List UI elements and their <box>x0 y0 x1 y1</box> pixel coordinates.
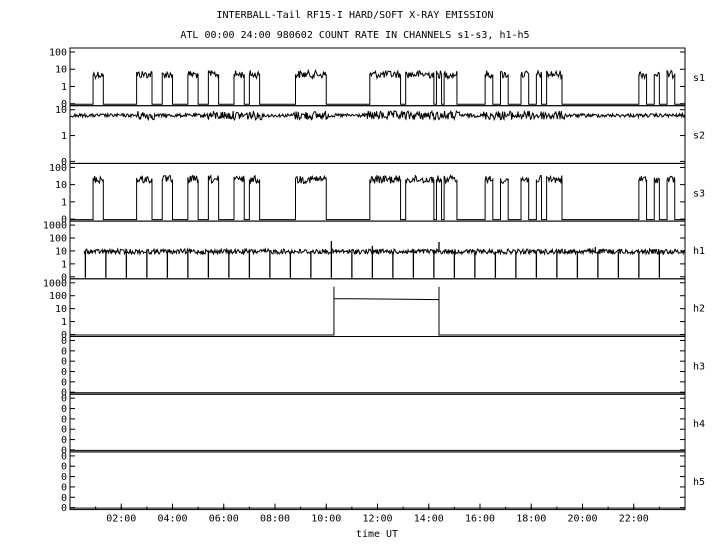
y-tick-label-h5: 0 <box>61 472 67 483</box>
channel-label-h2: h2 <box>693 304 705 315</box>
x-tick-label: 22:00 <box>619 514 649 525</box>
channel-label-h5: h5 <box>693 477 705 488</box>
y-tick-label-s1: 100 <box>49 48 67 59</box>
panel-frame-h3 <box>69 336 686 395</box>
y-tick-label-h2: 1 <box>61 317 67 328</box>
y-tick-label-s2: 1 <box>61 131 67 142</box>
time-axis: 02:00 04:00 06:00 08:00 10:00 12:00 14:00 16:00… <box>95 503 660 525</box>
y-tick-label-h5: 0 <box>61 462 67 473</box>
chart-subtitle: ATL 00:00 24:00 980602 COUNT RATE IN CHA… <box>180 30 529 41</box>
channel-label-h3: h3 <box>693 361 705 372</box>
y-tick-label-h1: 1 <box>61 259 67 270</box>
y-tick-label-h4: 0 <box>61 435 67 446</box>
y-tick-label-h3: 0 <box>61 336 67 347</box>
x-tick-label: 06:00 <box>209 514 239 525</box>
y-tick-label-h1: 10 <box>55 246 67 257</box>
x-axis-label: time UT <box>356 529 398 540</box>
y-tick-label-s3: 0 <box>61 215 67 226</box>
series-s3 <box>70 174 685 221</box>
y-tick-label-h4: 0 <box>61 394 67 405</box>
y-tick-label-h5: 0 <box>61 503 67 514</box>
series-s1 <box>70 68 685 105</box>
x-tick-label: 20:00 <box>567 514 597 525</box>
x-tick-label: 02:00 <box>106 514 136 525</box>
y-tick-label-s3: 10 <box>55 180 67 191</box>
channel-label-s1: s1 <box>693 73 705 84</box>
y-tick-label-s1: 1 <box>61 82 67 93</box>
y-tick-label-h4: 0 <box>61 404 67 415</box>
y-tick-label-h1: 0 <box>61 272 67 283</box>
y-tick-label-h5: 0 <box>61 482 67 493</box>
y-tick-label-h3: 0 <box>61 346 67 357</box>
y-tick-label-s2: 0 <box>61 157 67 168</box>
y-tick-label-s1: 0 <box>61 99 67 110</box>
y-tick-label-h4: 0 <box>61 445 67 456</box>
y-tick-label-h4: 0 <box>61 425 67 436</box>
series-h1 <box>83 247 686 256</box>
y-tick-label-h3: 0 <box>61 367 67 378</box>
y-tick-label-s1: 10 <box>55 65 67 76</box>
x-tick-label: 16:00 <box>465 514 495 525</box>
y-tick-label-h1: 1000 <box>43 221 67 232</box>
y-tick-label-s3: 1 <box>61 197 67 208</box>
channel-label-h1: h1 <box>693 246 705 257</box>
x-tick-label: 08:00 <box>260 514 290 525</box>
y-tick-label-h2: 10 <box>55 304 67 315</box>
x-tick-label: 18:00 <box>516 514 546 525</box>
y-tick-label-h1: 100 <box>49 234 67 245</box>
channel-label-s2: s2 <box>693 131 705 142</box>
x-tick-label: 14:00 <box>414 514 444 525</box>
panel-frame-h4 <box>69 393 686 453</box>
y-tick-label-s3: 100 <box>49 163 67 174</box>
y-tick-label-h3: 0 <box>61 377 67 388</box>
y-tick-label-h5: 0 <box>61 451 67 462</box>
x-tick-label: 10:00 <box>311 514 341 525</box>
y-tick-label-h2: 0 <box>61 330 67 341</box>
x-tick-label: 04:00 <box>157 514 187 525</box>
y-tick-label-h3: 0 <box>61 388 67 399</box>
panel-frame-h2 <box>69 278 686 337</box>
channel-label-h4: h4 <box>693 419 705 430</box>
y-tick-label-s2: 10 <box>55 105 67 116</box>
series-h2 <box>70 286 685 336</box>
y-tick-label-h4: 0 <box>61 414 67 425</box>
y-tick-label-h2: 1000 <box>43 278 67 289</box>
panel-frame-h5 <box>69 451 686 511</box>
y-tick-label-h3: 0 <box>61 357 67 368</box>
series-s2 <box>69 109 686 122</box>
channel-panels: 1001010s11010s21001010s310001001010h1100… <box>43 47 705 514</box>
y-tick-label-h5: 0 <box>61 493 67 504</box>
x-tick-label: 12:00 <box>362 514 392 525</box>
y-tick-label-h2: 100 <box>49 291 67 302</box>
chart-title: INTERBALL-Tail RF15-I HARD/SOFT X-RAY EM… <box>217 10 494 21</box>
channel-label-s3: s3 <box>693 188 705 199</box>
